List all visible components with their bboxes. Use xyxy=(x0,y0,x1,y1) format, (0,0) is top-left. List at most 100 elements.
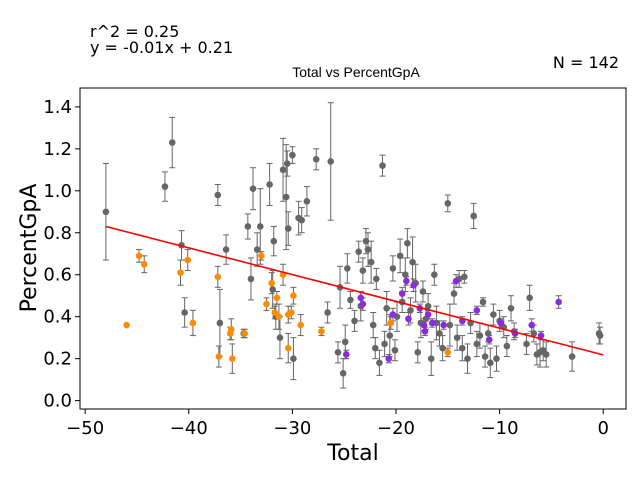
data-point xyxy=(453,334,461,341)
data-point xyxy=(362,237,370,245)
data-point xyxy=(391,346,399,354)
data-point xyxy=(479,298,487,306)
y-tick-label: 1.0 xyxy=(43,181,72,202)
x-axis-label: Total xyxy=(326,441,378,466)
data-point xyxy=(450,290,458,297)
data-point xyxy=(359,267,367,274)
data-point xyxy=(270,237,278,245)
y-axis-label: PercentGpA xyxy=(17,184,42,313)
data-point xyxy=(214,273,222,281)
data-point xyxy=(389,311,397,318)
x-tick-label: −10 xyxy=(481,418,519,439)
data-point xyxy=(357,294,365,302)
x-tick-label: −40 xyxy=(170,418,208,439)
data-point xyxy=(273,294,281,302)
data-point xyxy=(168,139,176,146)
data-point xyxy=(410,281,417,289)
data-point xyxy=(324,309,331,316)
data-point xyxy=(568,353,576,360)
x-tick-label: −50 xyxy=(66,418,104,439)
y-tick-label: 0.8 xyxy=(43,223,72,244)
data-point xyxy=(484,330,492,337)
data-point xyxy=(341,338,349,346)
data-point xyxy=(102,208,110,216)
data-point xyxy=(470,212,478,220)
data-point xyxy=(276,334,284,341)
data-point xyxy=(364,246,372,253)
data-point xyxy=(528,321,536,329)
data-point xyxy=(459,344,466,352)
data-point xyxy=(249,185,257,193)
data-point xyxy=(486,359,494,367)
data-point xyxy=(464,355,471,362)
data-point xyxy=(493,355,500,362)
r-squared-annotation: r^2 = 0.25 xyxy=(90,22,179,41)
data-point xyxy=(189,319,197,327)
data-point xyxy=(373,275,380,283)
data-point xyxy=(444,349,452,356)
data-point xyxy=(284,225,292,232)
data-point xyxy=(318,328,325,335)
data-point xyxy=(485,336,493,344)
data-point xyxy=(184,256,192,264)
data-point xyxy=(428,319,436,327)
y-tick-label: 0.2 xyxy=(43,349,72,370)
data-point xyxy=(386,332,394,339)
chart-title: Total vs PercentGpA xyxy=(292,64,420,80)
data-point xyxy=(339,370,347,377)
y-axis: 0.0 0.2 0.4 0.6 0.8 1.0 1.2 1.4 xyxy=(43,97,80,412)
data-point xyxy=(342,351,350,358)
x-axis: −50 −40 −30 −20 −10 0 xyxy=(66,409,609,439)
data-point xyxy=(367,258,375,266)
data-point xyxy=(271,309,279,316)
data-point xyxy=(476,332,484,339)
plot-area-frame xyxy=(79,87,627,410)
data-point xyxy=(351,317,358,325)
y-tick-label: 0.0 xyxy=(43,391,72,412)
data-point xyxy=(253,246,261,253)
data-point xyxy=(279,166,287,174)
data-point xyxy=(288,309,295,316)
data-point xyxy=(355,248,362,255)
data-point xyxy=(140,260,148,268)
data-point xyxy=(503,342,511,350)
data-point xyxy=(481,353,489,360)
data-point xyxy=(427,355,435,362)
data-point xyxy=(444,200,452,207)
x-tick-label: −30 xyxy=(273,418,311,439)
data-point xyxy=(424,311,432,318)
y-tick-label: 0.6 xyxy=(43,265,72,286)
data-point xyxy=(473,340,481,348)
data-point xyxy=(526,294,533,302)
regression-line xyxy=(105,225,604,356)
data-point xyxy=(268,279,275,287)
data-point xyxy=(123,321,130,329)
data-point xyxy=(275,313,283,320)
data-point xyxy=(431,271,438,279)
data-point xyxy=(461,273,468,281)
data-point xyxy=(359,300,367,308)
data-point xyxy=(403,277,410,285)
data-point xyxy=(327,158,335,165)
data-point xyxy=(334,349,342,356)
data-point xyxy=(161,183,169,190)
data-point xyxy=(497,319,504,327)
data-point xyxy=(398,290,406,297)
data-point xyxy=(135,252,143,260)
data-point xyxy=(369,321,377,329)
data-point xyxy=(409,258,416,266)
data-point xyxy=(303,197,311,205)
data-point xyxy=(284,344,292,352)
data-point xyxy=(383,304,390,312)
data-point xyxy=(420,321,428,329)
data-point xyxy=(256,223,264,230)
data-point xyxy=(241,330,249,337)
data-point xyxy=(405,315,412,323)
data-point xyxy=(244,223,252,230)
data-point xyxy=(258,252,265,260)
regression-equation-annotation: y = -0.01x + 0.21 xyxy=(90,38,233,57)
data-point xyxy=(530,330,538,337)
y-tick-label: 1.2 xyxy=(43,139,72,160)
data-point xyxy=(181,309,188,316)
